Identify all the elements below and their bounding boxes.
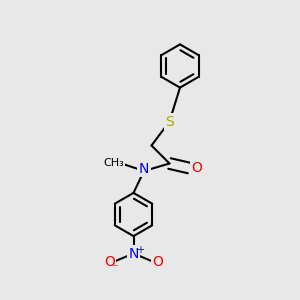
Text: N: N — [139, 162, 149, 176]
Text: O: O — [152, 256, 163, 269]
Text: O: O — [191, 161, 202, 175]
Text: CH₃: CH₃ — [103, 158, 124, 169]
Text: ⁻: ⁻ — [111, 262, 117, 275]
Text: O: O — [104, 256, 115, 269]
Text: S: S — [165, 115, 174, 128]
Text: N: N — [128, 247, 139, 260]
Text: +: + — [136, 245, 144, 255]
